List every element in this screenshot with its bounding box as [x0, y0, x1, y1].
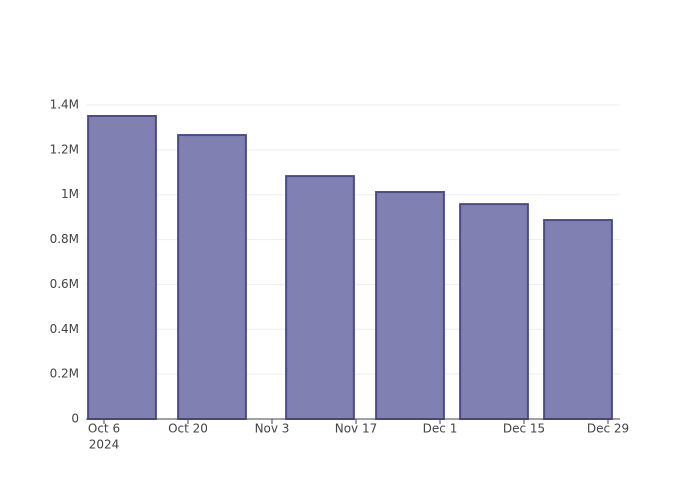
x-tick-label: Nov 17: [335, 422, 378, 436]
bar: [375, 191, 445, 420]
y-tick-label: 0: [71, 412, 79, 426]
x-year-label: 2024: [89, 438, 120, 452]
y-tick-label: 1.2M: [50, 142, 79, 156]
y-tick-label: 0.8M: [50, 232, 79, 246]
bar: [177, 134, 247, 420]
y-tick-label: 1M: [61, 187, 79, 201]
bar: [87, 114, 157, 421]
y-tick-label: 0.2M: [50, 367, 79, 381]
y-tick-label: 1.4M: [50, 98, 79, 112]
bar: [459, 203, 529, 420]
x-tick-label: Nov 3: [255, 422, 290, 436]
bar: [543, 219, 613, 420]
bar: [285, 175, 355, 420]
x-tick-label: Dec 29: [587, 422, 629, 436]
y-tick-label: 0.6M: [50, 277, 79, 291]
y-tick-label: 0.4M: [50, 322, 79, 336]
x-tick-label: Dec 1: [423, 422, 458, 436]
x-tick-label: Dec 15: [503, 422, 545, 436]
x-tick-label: Oct 20: [168, 422, 208, 436]
x-tick-label: Oct 6: [88, 422, 120, 436]
